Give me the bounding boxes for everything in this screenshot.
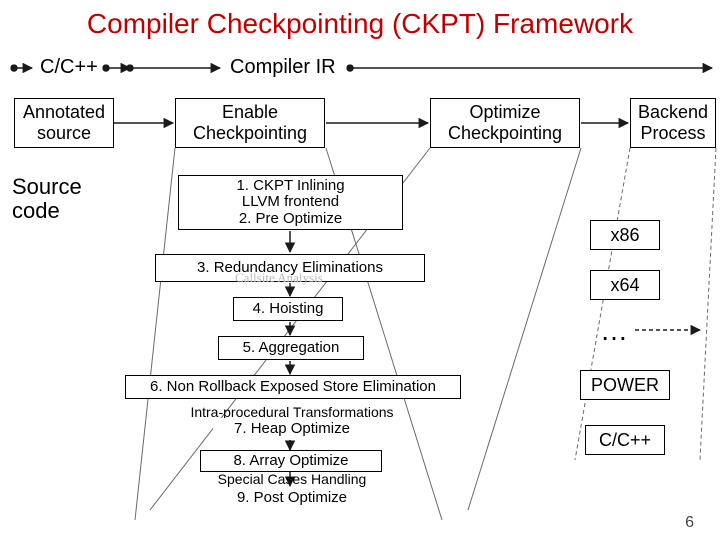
output-x64: x64	[590, 270, 660, 300]
box-optimize-label: OptimizeCheckpointing	[448, 102, 562, 143]
box-backend-process: BackendProcess	[630, 98, 716, 148]
step-9-label: 9. Post Optimize	[237, 490, 347, 507]
box-optimize-checkpointing: OptimizeCheckpointing	[430, 98, 580, 148]
header-col1: C/C++	[40, 56, 98, 79]
page-number: 6	[685, 514, 694, 532]
box-enable-label: EnableCheckpointing	[193, 102, 307, 143]
label-source-code: Sourcecode	[12, 175, 82, 223]
output-power: POWER	[580, 370, 670, 400]
step-1-2: 1. CKPT InliningLLVM frontend2. Pre Opti…	[178, 175, 403, 230]
box-annotated-label: Annotatedsource	[23, 102, 105, 143]
box-annotated-source: Annotatedsource	[14, 98, 114, 148]
step-9: 9. Post Optimize	[217, 488, 367, 508]
ghost-callsite: Callsite Analysis	[235, 270, 323, 286]
step-5-label: 5. Aggregation	[243, 340, 340, 357]
step-8: 8. Array Optimize	[200, 450, 382, 472]
step-4: 4. Hoisting	[233, 297, 343, 321]
step-6-label: 6. Non Rollback Exposed Store Eliminatio…	[150, 379, 436, 396]
header-col2: Compiler IR	[230, 56, 336, 79]
step-8-label: 8. Array Optimize	[233, 453, 348, 470]
output-ccpp: C/C++	[585, 425, 665, 455]
box-enable-checkpointing: EnableCheckpointing	[175, 98, 325, 148]
step-4-label: 4. Hoisting	[253, 301, 324, 318]
page-title: Compiler Checkpointing (CKPT) Framework	[0, 8, 720, 40]
output-x86: x86	[590, 220, 660, 250]
box-backend-label: BackendProcess	[638, 102, 708, 143]
output-ellipsis: …	[600, 315, 632, 347]
subtitle-special: Special Cases Handling	[177, 470, 407, 490]
step-7: 7. Heap Optimize	[213, 418, 371, 440]
step-6: 6. Non Rollback Exposed Store Eliminatio…	[125, 375, 461, 399]
step-1-2-label: 1. CKPT InliningLLVM frontend2. Pre Opti…	[236, 178, 344, 228]
step-7-label: 7. Heap Optimize	[234, 421, 350, 438]
step-5: 5. Aggregation	[218, 336, 364, 360]
